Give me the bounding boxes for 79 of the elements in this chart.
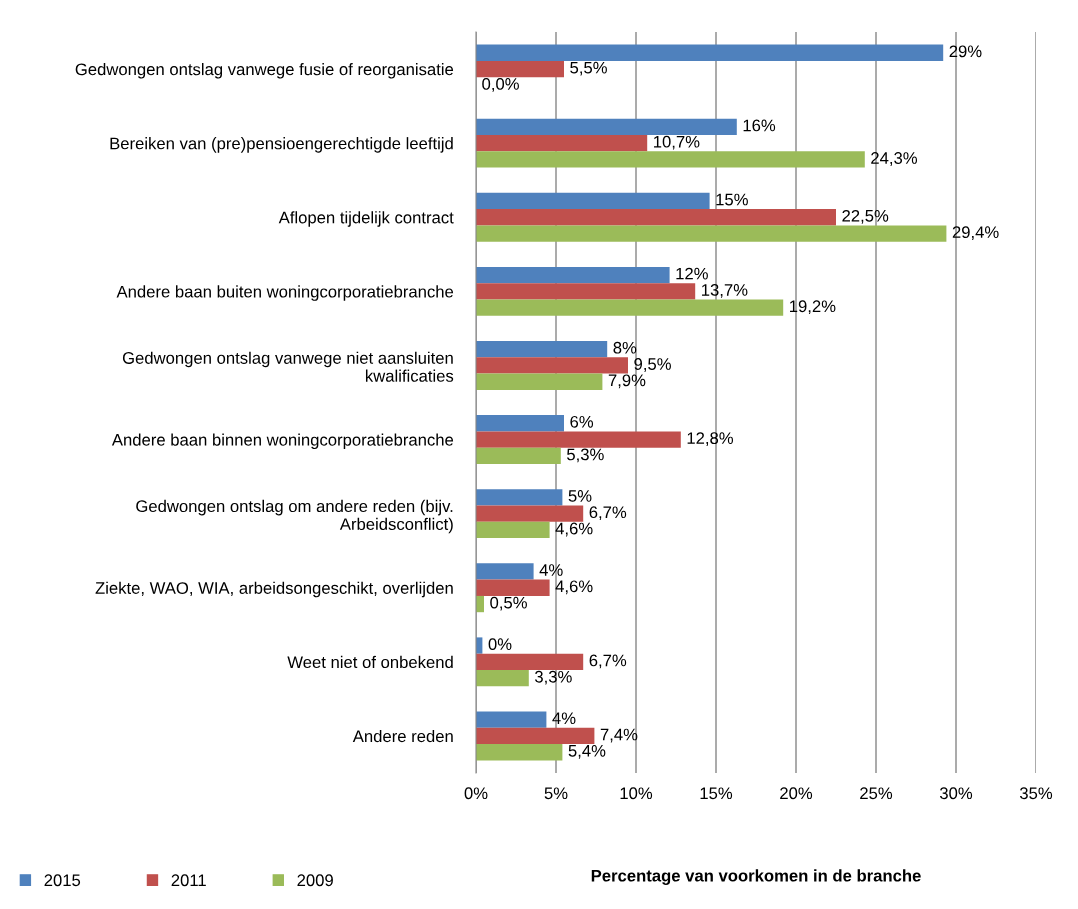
x-tick-label: 20% — [780, 787, 813, 800]
data-label: 22,5% — [842, 209, 889, 224]
bar — [476, 489, 563, 506]
bar — [476, 431, 681, 448]
data-label: 7,9% — [608, 374, 646, 389]
data-label: 29% — [949, 45, 982, 58]
bar — [476, 415, 564, 432]
data-label: 6% — [570, 415, 594, 428]
data-label: 5,5% — [570, 61, 607, 76]
data-label: 15% — [716, 193, 748, 206]
data-label: 13,7% — [702, 284, 748, 298]
y-tick-label: Andere reden — [352, 729, 453, 743]
data-label: 29,4% — [952, 226, 999, 240]
data-label: 0,0% — [482, 78, 519, 92]
bar — [476, 670, 529, 687]
bar — [476, 373, 603, 390]
x-tick-label: 35% — [1019, 787, 1053, 800]
data-label: 5,4% — [568, 745, 606, 759]
data-label: 16% — [743, 119, 776, 132]
bar — [476, 563, 534, 580]
bar — [476, 266, 670, 284]
data-label: 0% — [488, 638, 512, 651]
bar — [476, 579, 550, 596]
data-label: 4% — [552, 712, 576, 725]
bar — [476, 505, 584, 522]
data-label: 4% — [539, 564, 563, 576]
data-label: 5% — [568, 490, 592, 502]
y-tick-label: Gedwongen ontslag vanwege niet aansluiten kwalificaties — [122, 351, 454, 382]
legend-label: 2015 — [44, 874, 81, 887]
data-label: 24,3% — [871, 152, 918, 166]
data-label: 12% — [676, 267, 708, 280]
x-tick-label: 15% — [700, 787, 733, 800]
x-tick-label: 25% — [860, 787, 893, 800]
data-label: 6,7% — [589, 506, 627, 521]
bar — [476, 299, 784, 316]
bar — [476, 283, 696, 300]
bar — [476, 192, 710, 210]
bar — [476, 151, 865, 168]
bar — [476, 744, 563, 761]
bar — [476, 357, 628, 374]
data-label: 7,4% — [600, 728, 638, 743]
data-label: 3,3% — [534, 670, 572, 685]
x-tick-label: 30% — [939, 787, 973, 800]
y-tick-label: Bereiken van (pre)pensioengerechtigde leeftijd — [110, 137, 453, 153]
y-tick-label: Gedwongen ontslag vanwege fusie of reorganisatie — [75, 63, 454, 79]
bar — [476, 118, 737, 135]
data-label: 12,8% — [687, 432, 734, 446]
legend-label: 2011 — [171, 874, 206, 887]
bar — [476, 727, 595, 745]
data-label: 4,6% — [555, 522, 593, 537]
data-label: 8% — [613, 341, 637, 354]
bar — [476, 341, 608, 358]
y-tick-label: Gedwongen ontslag om andere reden (bijv. Arbeidsconflict) — [136, 499, 453, 534]
x-tick-label: 10% — [620, 787, 653, 800]
bar — [476, 44, 944, 61]
data-label: 0,5% — [490, 596, 527, 611]
data-label: 6,7% — [589, 654, 627, 669]
y-tick-label: Ziekte, WAO, WIA, arbeidsongeschikt, overlijden — [95, 581, 453, 598]
bar — [476, 447, 561, 464]
data-label: 10,7% — [654, 135, 700, 150]
bar — [476, 653, 584, 670]
data-label: 9,5% — [634, 358, 671, 372]
x-axis-title: Percentage van voorkomen in de branche — [591, 869, 921, 885]
y-tick-label: Aflopen tijdelijk contract — [278, 211, 454, 227]
bar — [476, 711, 547, 728]
legend-label: 2009 — [297, 874, 333, 887]
bar — [476, 60, 564, 78]
y-tick-label: Andere baan buiten woningcorporatiebranche — [116, 285, 454, 301]
data-label: 19,2% — [790, 300, 836, 315]
x-tick-label: 0% — [464, 787, 488, 800]
y-tick-label: Andere baan binnen woningcorporatiebranche — [111, 433, 454, 450]
bar — [476, 225, 947, 242]
y-tick-label: Weet niet of onbekend — [287, 655, 453, 669]
x-tick-label: 5% — [544, 787, 568, 800]
data-label: 5,3% — [567, 448, 604, 463]
bar — [476, 521, 550, 539]
bar — [476, 209, 836, 226]
data-label: 4,6% — [555, 580, 593, 595]
bar — [476, 135, 648, 152]
